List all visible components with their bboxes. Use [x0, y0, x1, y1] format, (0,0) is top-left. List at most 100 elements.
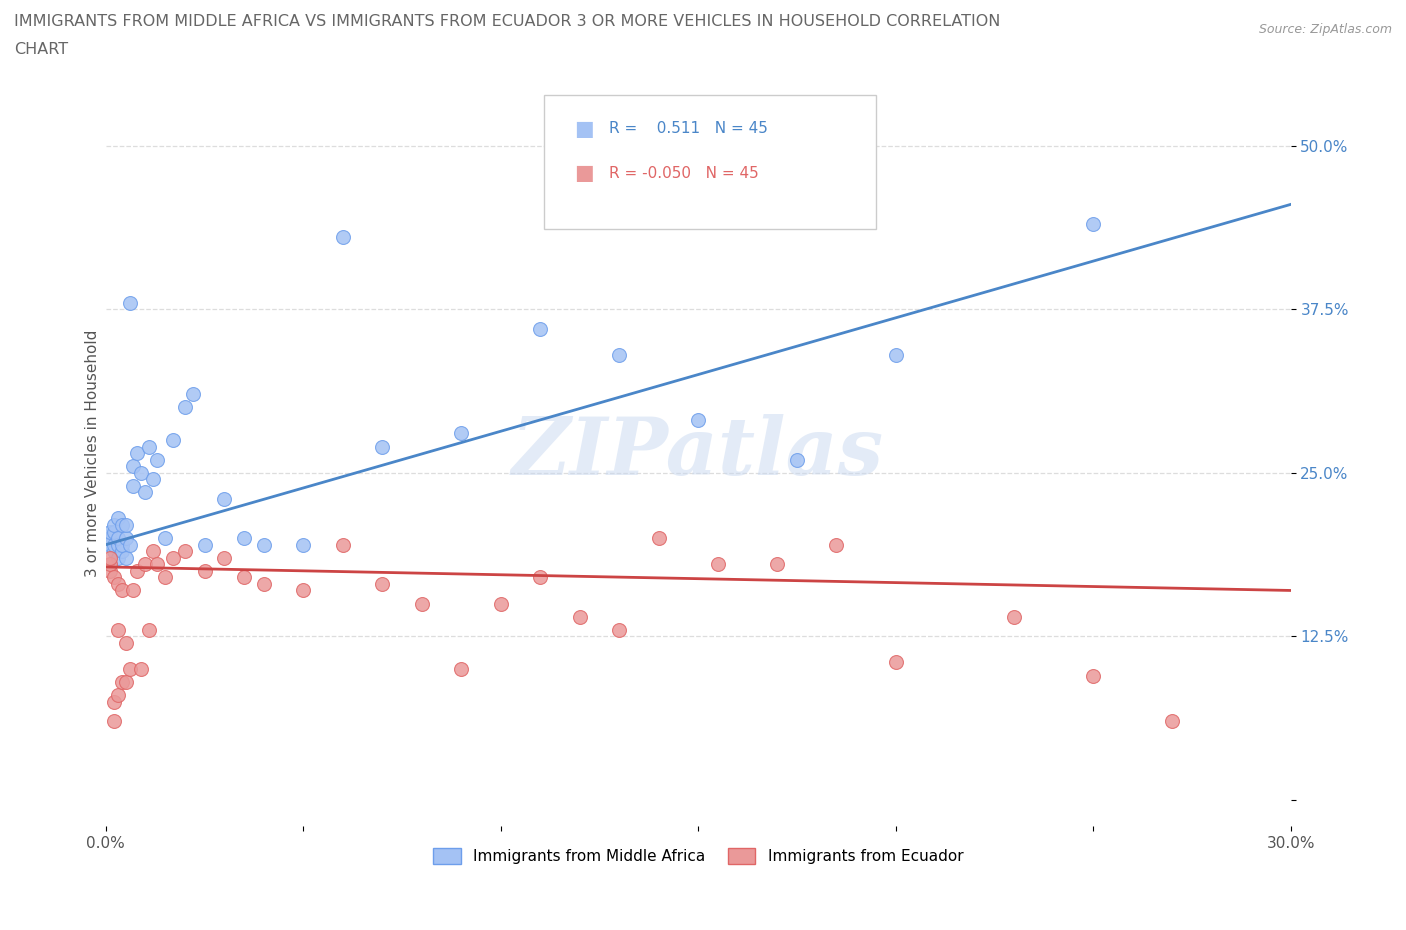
Point — [107, 538, 129, 552]
Point — [162, 551, 184, 565]
Point — [98, 551, 121, 565]
Point — [103, 714, 125, 729]
Point — [786, 452, 808, 467]
Text: R =    0.511   N = 45: R = 0.511 N = 45 — [609, 121, 768, 136]
Point — [607, 348, 630, 363]
Point — [131, 465, 153, 480]
Point — [173, 400, 195, 415]
Point — [127, 564, 149, 578]
Point — [181, 387, 204, 402]
Point — [766, 557, 789, 572]
Point — [214, 551, 236, 565]
Text: ■: ■ — [574, 164, 593, 183]
Point — [107, 687, 129, 702]
Point — [253, 538, 276, 552]
Text: ZIPatlas: ZIPatlas — [512, 414, 884, 492]
Point — [107, 512, 129, 526]
Point — [1161, 714, 1184, 729]
Text: IMMIGRANTS FROM MIDDLE AFRICA VS IMMIGRANTS FROM ECUADOR 3 OR MORE VEHICLES IN H: IMMIGRANTS FROM MIDDLE AFRICA VS IMMIGRA… — [14, 14, 1001, 29]
Point — [153, 570, 176, 585]
Point — [153, 531, 176, 546]
Point — [103, 518, 125, 533]
Point — [292, 538, 315, 552]
Point — [114, 635, 136, 650]
Point — [1081, 217, 1104, 232]
Point — [131, 661, 153, 676]
Point — [107, 622, 129, 637]
Point — [146, 452, 169, 467]
Point — [103, 538, 125, 552]
Point — [332, 538, 354, 552]
Point — [529, 570, 551, 585]
Point — [411, 596, 433, 611]
Point — [884, 348, 907, 363]
Y-axis label: 3 or more Vehicles in Household: 3 or more Vehicles in Household — [86, 329, 100, 577]
Point — [114, 551, 136, 565]
Point — [98, 564, 121, 578]
FancyBboxPatch shape — [544, 95, 876, 230]
Point — [825, 538, 848, 552]
Point — [292, 583, 315, 598]
Point — [114, 674, 136, 689]
Point — [127, 445, 149, 460]
Point — [332, 230, 354, 245]
Point — [1081, 668, 1104, 683]
Point — [194, 538, 217, 552]
Point — [214, 491, 236, 506]
Point — [118, 538, 141, 552]
Point — [107, 577, 129, 591]
Point — [114, 518, 136, 533]
Point — [103, 525, 125, 539]
Point — [489, 596, 512, 611]
Point — [107, 551, 129, 565]
Point — [162, 432, 184, 447]
Point — [111, 583, 134, 598]
Point — [134, 557, 156, 572]
Point — [568, 609, 591, 624]
Point — [371, 577, 394, 591]
Point — [118, 661, 141, 676]
Point — [111, 518, 134, 533]
Text: CHART: CHART — [14, 42, 67, 57]
Point — [118, 295, 141, 310]
Point — [233, 570, 256, 585]
Point — [707, 557, 730, 572]
Point — [233, 531, 256, 546]
Point — [450, 661, 472, 676]
Point — [884, 655, 907, 670]
Point — [103, 695, 125, 710]
Point — [146, 557, 169, 572]
Point — [529, 321, 551, 336]
Text: Source: ZipAtlas.com: Source: ZipAtlas.com — [1258, 23, 1392, 36]
Text: ■: ■ — [574, 119, 593, 139]
Point — [142, 544, 165, 559]
Legend: Immigrants from Middle Africa, Immigrants from Ecuador: Immigrants from Middle Africa, Immigrant… — [427, 843, 970, 870]
Point — [98, 557, 121, 572]
Point — [114, 531, 136, 546]
Point — [107, 531, 129, 546]
Point — [103, 570, 125, 585]
Point — [111, 544, 134, 559]
Point — [134, 485, 156, 499]
Point — [122, 458, 145, 473]
Text: R = -0.050   N = 45: R = -0.050 N = 45 — [609, 166, 759, 180]
Point — [111, 674, 134, 689]
Point — [98, 531, 121, 546]
Point — [122, 583, 145, 598]
Point — [173, 544, 195, 559]
Point — [1002, 609, 1025, 624]
Point — [98, 525, 121, 539]
Point — [122, 478, 145, 493]
Point — [138, 439, 160, 454]
Point — [142, 472, 165, 486]
Point — [98, 538, 121, 552]
Point — [688, 413, 710, 428]
Point — [103, 544, 125, 559]
Point — [111, 538, 134, 552]
Point — [450, 426, 472, 441]
Point — [138, 622, 160, 637]
Point — [253, 577, 276, 591]
Point — [194, 564, 217, 578]
Point — [371, 439, 394, 454]
Point — [648, 531, 671, 546]
